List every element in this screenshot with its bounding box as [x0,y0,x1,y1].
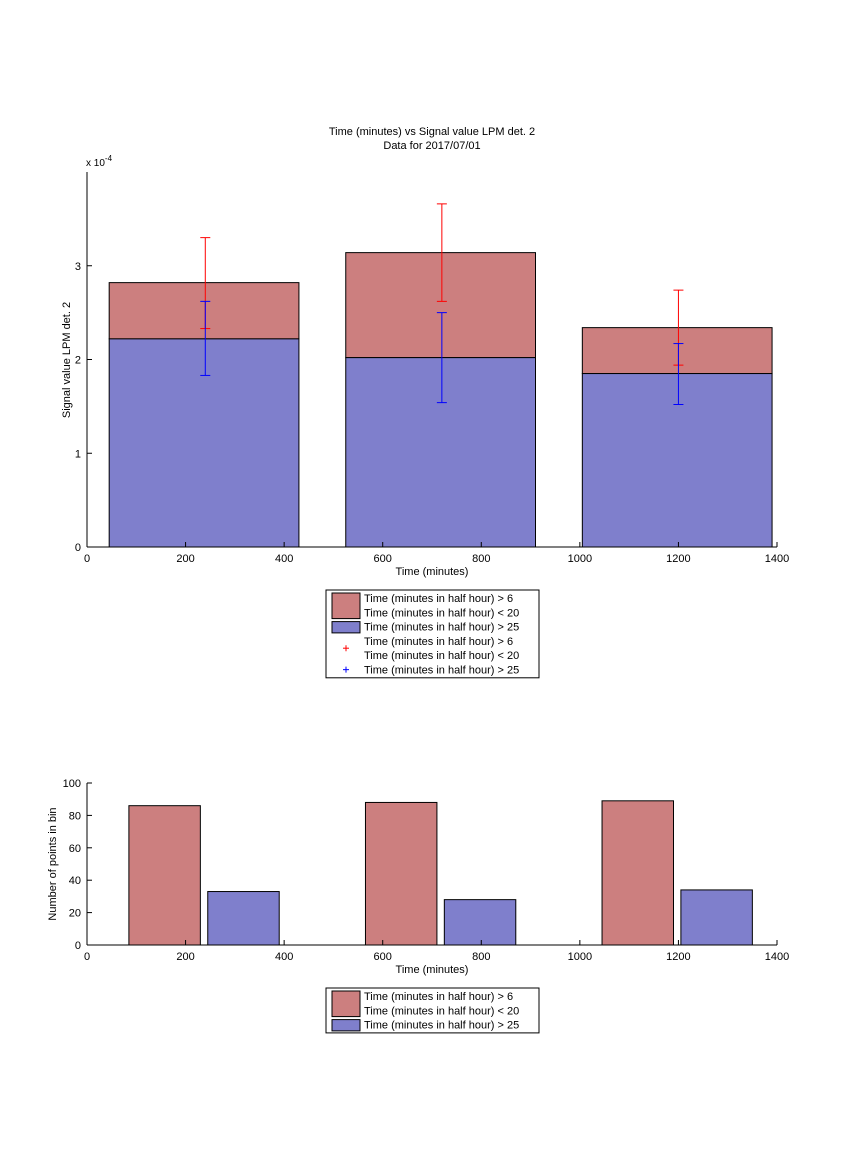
bottom-legend: Time (minutes in half hour) > 6 Time (min… [325,987,540,1034]
top-errorbars [200,203,684,405]
top-chart-y-exponent: x 10-4 [86,154,113,169]
top-chart-subtitle: Data for 2017/07/01 [383,140,480,152]
top-x-tick-label: 200 [176,553,194,565]
top-y-tick-label: 2 [75,355,81,367]
top-chart-title: Time (minutes) vs Signal value LPM det. … [329,126,535,138]
top-legend-label: Time (minutes in half hour) > 6 [364,593,513,605]
top-y-tick-label: 0 [75,542,81,554]
bottom-bar-series2 [680,889,753,946]
top-bar-upper [345,252,536,359]
bottom-y-tick-label: 80 [69,810,81,822]
bottom-chart-x-label: Time (minutes) [396,964,469,976]
top-legend-label: Time (minutes in half hour) > 25 [364,665,519,677]
top-legend-swatch [331,592,361,620]
bottom-x-tick-label: 200 [176,951,194,963]
top-x-tick-label: 400 [275,553,293,565]
top-x-tick-label: 600 [374,553,392,565]
top-bars [108,252,773,548]
bottom-x-tick-label: 1000 [568,951,592,963]
top-legend-label: Time (minutes in half hour) < 20 [364,607,519,619]
top-legend-swatch [331,621,361,634]
bottom-x-tick-label: 1200 [666,951,690,963]
bottom-y-tick-label: 0 [75,940,81,952]
bottom-x-tick-label: 0 [84,951,90,963]
bottom-x-tick-label: 1400 [765,951,789,963]
top-x-tick-label: 1200 [666,553,690,565]
top-bar-upper [581,327,773,375]
bottom-y-tick-label: 60 [69,843,81,855]
bottom-bar-series2 [207,891,280,946]
bottom-bar-series1 [364,801,438,946]
top-legend-box [325,589,540,679]
top-legend-label: Time (minutes in half hour) > 25 [364,622,519,634]
bottom-x-tick-label: 400 [275,951,293,963]
bottom-chart: 0 200 400 600 800 1000 1200 1400 0 20 40 60 80 100 Ti… [47,778,790,1034]
top-legend-label: Time (minutes in half hour) < 20 [364,650,519,662]
bottom-bar-series2 [443,899,517,946]
top-x-tick-label: 800 [472,553,490,565]
top-chart-y-label: Signal value LPM det. 2 [61,302,73,418]
top-x-tick-label: 1000 [568,553,592,565]
bottom-bar-series1 [128,805,201,946]
top-bar-lower [345,357,536,548]
top-bar-lower [581,373,773,548]
top-y-tick-label: 1 [75,448,81,460]
top-bar-lower [108,338,300,548]
bottom-legend-box [325,987,540,1034]
bottom-x-tick-label: 800 [472,951,490,963]
top-bar-upper [108,282,300,340]
top-legend-label: Time (minutes in half hour) > 6 [364,636,513,648]
y-exponent-power: -4 [105,154,113,163]
y-exponent-base: x 10 [86,158,105,169]
bottom-axes: 0 200 400 600 800 1000 1200 1400 0 20 40 60 80 100 [63,778,790,963]
top-legend: Time (minutes in half hour) > 6 Time (min… [325,589,540,679]
top-y-tick-label: 3 [75,261,81,273]
bottom-y-tick-label: 100 [63,778,81,790]
bottom-y-tick-label: 20 [69,908,81,920]
bottom-legend-label: Time (minutes in half hour) > 25 [364,1020,519,1032]
top-chart-x-label: Time (minutes) [396,566,469,578]
top-x-tick-label: 1400 [765,553,789,565]
bottom-legend-swatch [331,990,361,1018]
bottom-legend-swatch [331,1019,361,1032]
bottom-bars [128,800,753,946]
top-x-tick-label: 0 [84,553,90,565]
bottom-chart-y-label: Number of points in bin [47,807,59,920]
bottom-x-tick-label: 600 [374,951,392,963]
bottom-y-tick-label: 40 [69,875,81,887]
bottom-legend-label: Time (minutes in half hour) < 20 [364,1005,519,1017]
top-axes: 0 200 400 600 800 1000 1200 1400 0 1 2 3 [75,172,789,565]
top-chart: Time (minutes) vs Signal value LPM det. … [61,126,789,679]
bottom-legend-label: Time (minutes in half hour) > 6 [364,991,513,1003]
bottom-bar-series1 [601,800,674,946]
